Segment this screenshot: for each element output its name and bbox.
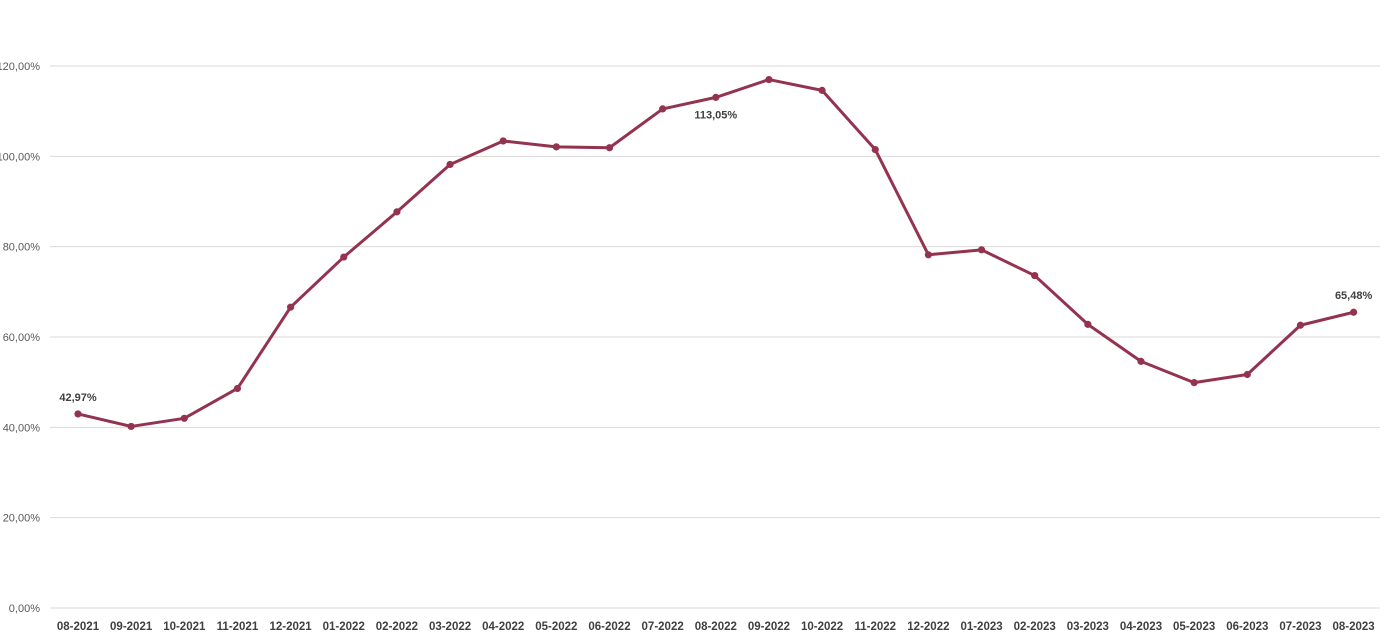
y-tick-label: 40,00% [3,422,41,434]
x-tick-label: 11-2022 [854,621,896,633]
data-point [393,208,401,216]
data-point [287,303,295,311]
data-point [1243,370,1251,379]
y-tick-label: 0,00% [9,603,40,615]
data-point [977,246,986,254]
data-point [1031,271,1039,280]
y-tick-label: 100,00% [0,151,40,163]
series-line [76,78,1356,428]
x-tick-label: 03-2022 [429,621,471,633]
y-tick-label: 20,00% [3,513,41,525]
y-axis-ticks: 0,00% 20,00% 40,00% 60,00% 80,00% 100,00% 120,… [0,61,40,615]
x-tick-label: 12-2021 [269,621,312,633]
x-tick-label: 08-2023 [1332,621,1374,633]
data-point [1350,308,1358,316]
data-point [233,384,242,393]
data-point [1137,357,1145,365]
x-tick-label: 02-2022 [376,621,418,633]
data-point [180,414,188,422]
x-tick-label: 07-2023 [1279,621,1321,633]
data-point [340,253,348,261]
data-point [1190,379,1198,387]
data-point [818,86,826,94]
data-point [127,422,135,431]
data-label: 42,97% [59,392,97,404]
x-tick-label: 09-2022 [748,621,790,633]
x-tick-label: 03-2023 [1067,621,1109,633]
x-tick-label: 04-2023 [1120,621,1162,633]
y-tick-label: 120,00% [0,61,40,73]
data-point [924,251,933,259]
x-tick-label: 08-2022 [695,621,737,633]
x-tick-label: 04-2022 [482,621,524,633]
x-tick-label: 11-2021 [217,621,259,633]
data-point [712,93,720,101]
gridlines [50,65,1380,609]
x-tick-label: 09-2021 [110,621,153,633]
x-tick-label: 07-2022 [642,621,684,633]
x-tick-label: 06-2022 [588,621,630,633]
data-point [499,137,507,145]
x-tick-label: 05-2022 [535,621,577,633]
data-point [765,75,773,84]
x-tick-label: 10-2022 [801,621,843,633]
x-tick-label: 01-2023 [960,621,1002,633]
x-tick-label: 05-2023 [1173,621,1215,633]
data-label: 65,48% [1335,290,1373,302]
data-point [659,105,667,113]
data-point [74,410,82,418]
data-label: 113,05% [694,109,737,121]
data-point [1296,321,1305,329]
x-tick-label: 10-2021 [163,621,206,633]
x-tick-label: 01-2022 [323,621,365,633]
y-tick-label: 60,00% [3,332,41,344]
x-axis-ticks: 08-2021 09-2021 10-2021 11-2021 12-2021 01-20… [57,621,1375,633]
x-tick-label: 08-2021 [57,621,100,633]
data-point [605,144,614,152]
data-point [446,160,454,169]
data-point [1084,320,1092,328]
data-labels: 42,97% 113,05% 65,48% [59,109,1372,404]
x-tick-label: 06-2023 [1226,621,1268,633]
x-tick-label: 12-2022 [907,621,949,633]
x-tick-label: 02-2023 [1014,621,1056,633]
data-point [871,145,879,154]
data-point [552,143,560,151]
y-tick-label: 80,00% [3,242,41,254]
series-group [74,75,1358,431]
